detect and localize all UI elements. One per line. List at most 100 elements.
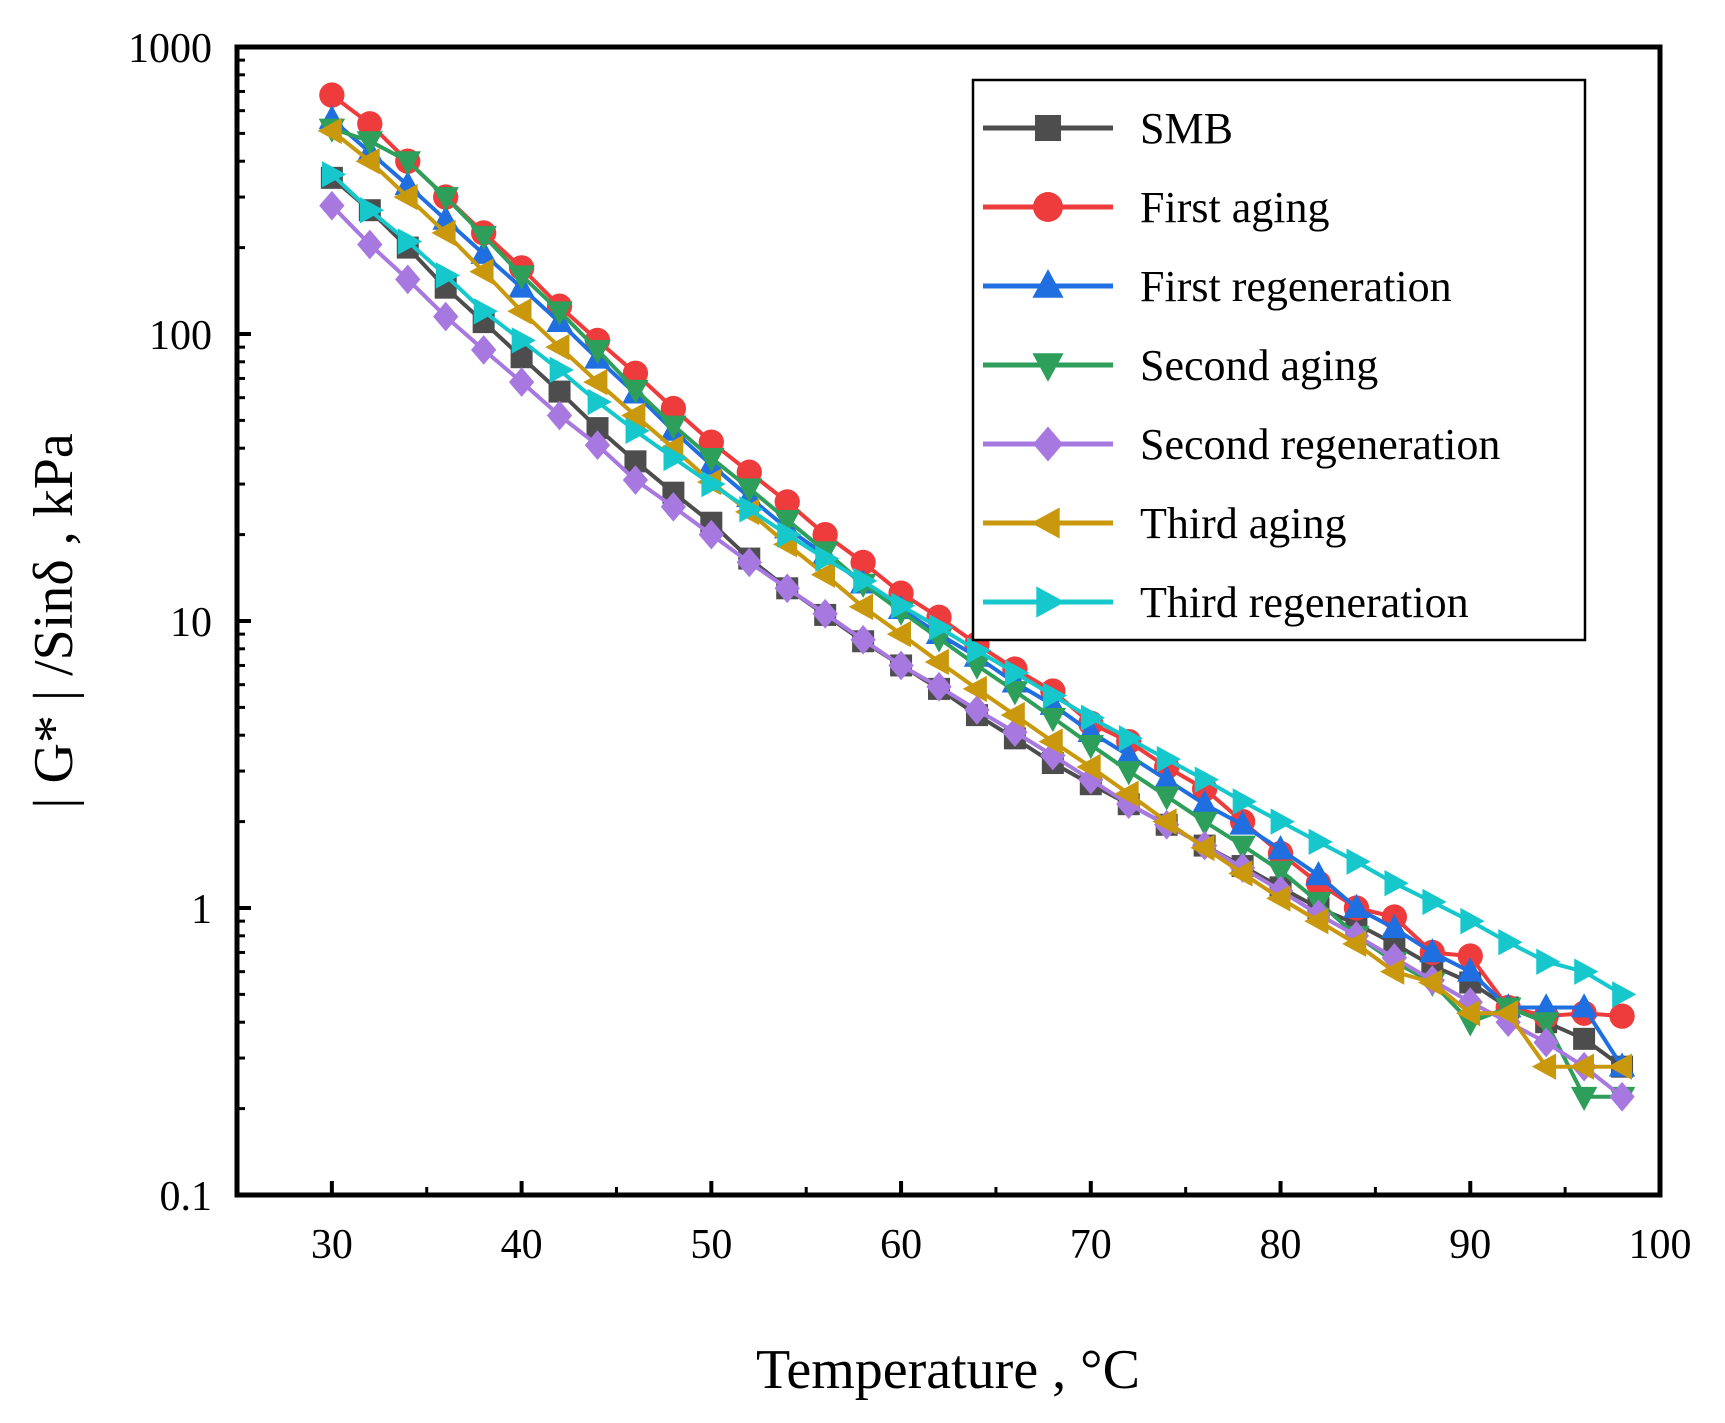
data-point-second-regeneration <box>1267 875 1294 906</box>
data-point-second-aging <box>1229 835 1256 860</box>
data-point-third-regeneration <box>1156 745 1181 773</box>
legend-box <box>971 78 1587 642</box>
data-point-third-regeneration <box>397 228 423 255</box>
data-point-second-aging <box>622 379 649 404</box>
data-point-third-aging <box>583 368 608 396</box>
data-point-third-regeneration <box>1080 704 1106 731</box>
data-point-second-aging <box>584 340 611 365</box>
data-point-first-regeneration <box>1532 993 1560 1018</box>
data-point-third-aging <box>507 298 532 325</box>
data-point-third-aging <box>545 333 570 361</box>
data-point-third-aging <box>962 675 987 703</box>
data-point-third-aging <box>1266 885 1291 912</box>
data-point-third-regeneration <box>1612 981 1637 1008</box>
data-point-first-regeneration <box>1229 810 1256 835</box>
data-point-second-aging <box>774 510 801 535</box>
data-point-first-regeneration <box>470 239 497 264</box>
data-point-third-aging <box>1380 958 1405 985</box>
data-point-third-aging <box>848 593 874 621</box>
y-tick-label: 1 <box>191 887 212 933</box>
data-point-third-regeneration <box>663 444 688 472</box>
data-point-second-regeneration <box>508 367 535 397</box>
data-point-third-regeneration <box>511 327 536 354</box>
data-point-third-regeneration <box>473 298 498 325</box>
data-point-second-regeneration <box>395 264 421 295</box>
legend-label: Second regeneration <box>1140 420 1500 469</box>
data-point-third-aging <box>355 148 380 175</box>
data-point-third-regeneration <box>1574 958 1599 985</box>
data-point-first-aging <box>850 549 876 576</box>
data-point-third-aging <box>1076 753 1101 781</box>
data-point-third-regeneration <box>1422 888 1447 916</box>
data-point-first-aging <box>774 489 800 515</box>
data-point-smb <box>510 346 533 369</box>
data-point-third-regeneration <box>929 614 954 641</box>
data-point-third-aging <box>1455 999 1481 1027</box>
data-point-second-regeneration <box>1609 1081 1635 1112</box>
data-point-third-aging <box>1531 1053 1557 1080</box>
data-point-first-regeneration <box>1267 835 1294 860</box>
data-point-third-aging <box>1152 808 1177 835</box>
data-point-third-regeneration <box>967 637 992 664</box>
legend-swatch-marker <box>1031 507 1060 539</box>
data-point-third-regeneration <box>815 545 840 572</box>
legend-entry-first-aging: First aging <box>983 183 1329 232</box>
data-point-third-regeneration <box>777 521 802 548</box>
x-tick-label: 70 <box>1070 1222 1112 1268</box>
data-point-third-aging <box>1304 907 1329 935</box>
legend-label: First regeneration <box>1140 262 1452 311</box>
data-point-second-regeneration <box>1533 1027 1559 1058</box>
data-point-third-regeneration <box>1498 929 1523 956</box>
data-point-first-regeneration <box>1115 741 1142 766</box>
data-point-second-regeneration <box>888 650 914 681</box>
data-point-third-regeneration <box>435 262 461 289</box>
data-point-third-regeneration <box>1346 848 1371 875</box>
legend-swatch-marker <box>1036 586 1065 618</box>
x-tick-label: 100 <box>1629 1222 1692 1268</box>
data-point-third-regeneration <box>891 592 916 619</box>
data-point-second-aging <box>394 151 421 176</box>
x-tick-label: 40 <box>501 1222 543 1268</box>
data-point-second-regeneration <box>1040 740 1066 771</box>
y-axis-title: | G* | /Sinδ , kPa <box>23 433 85 809</box>
x-tick-label: 60 <box>880 1222 922 1268</box>
data-point-second-aging <box>470 225 497 251</box>
data-point-third-aging <box>1114 780 1139 807</box>
data-point-smb <box>624 450 647 473</box>
data-point-third-aging <box>621 402 646 429</box>
data-point-first-regeneration <box>1419 938 1446 963</box>
data-point-first-regeneration <box>1457 957 1484 982</box>
data-point-second-regeneration <box>774 573 800 604</box>
x-axis-title: Temperature , °C <box>756 1339 1140 1401</box>
data-point-second-aging <box>1039 707 1067 733</box>
data-point-second-regeneration <box>546 400 573 431</box>
legend-entry-third-regeneration: Third regeneration <box>983 578 1469 627</box>
data-point-third-aging <box>810 561 836 588</box>
data-point-second-regeneration <box>812 598 838 629</box>
data-point-third-aging <box>1038 728 1063 755</box>
data-point-second-aging <box>1191 811 1218 836</box>
legend-entry-second-regeneration: Second regeneration <box>983 420 1500 469</box>
data-point-second-regeneration <box>319 190 345 221</box>
legend-entry-smb: SMB <box>983 104 1233 153</box>
data-point-smb <box>586 417 609 440</box>
x-tick-label: 30 <box>311 1222 353 1268</box>
data-point-second-regeneration <box>433 301 459 332</box>
legend-swatch-marker <box>1032 269 1064 298</box>
data-point-third-aging <box>886 620 911 648</box>
data-point-second-regeneration <box>698 519 724 550</box>
x-tick-label: 50 <box>690 1222 732 1268</box>
data-point-second-aging <box>1570 1086 1598 1112</box>
data-point-first-regeneration <box>1343 893 1370 918</box>
legend-label: Second aging <box>1140 341 1378 390</box>
data-point-third-aging <box>1228 860 1253 887</box>
data-point-first-aging <box>812 521 838 548</box>
data-point-second-regeneration <box>1343 920 1370 951</box>
legend-swatch-marker <box>1033 192 1063 222</box>
data-point-second-regeneration <box>850 624 876 655</box>
data-point-second-regeneration <box>660 491 687 522</box>
legend-swatch-marker <box>1035 115 1061 141</box>
data-point-third-regeneration <box>1042 682 1068 709</box>
data-point-third-regeneration <box>1194 766 1219 793</box>
data-point-second-regeneration <box>736 547 762 578</box>
